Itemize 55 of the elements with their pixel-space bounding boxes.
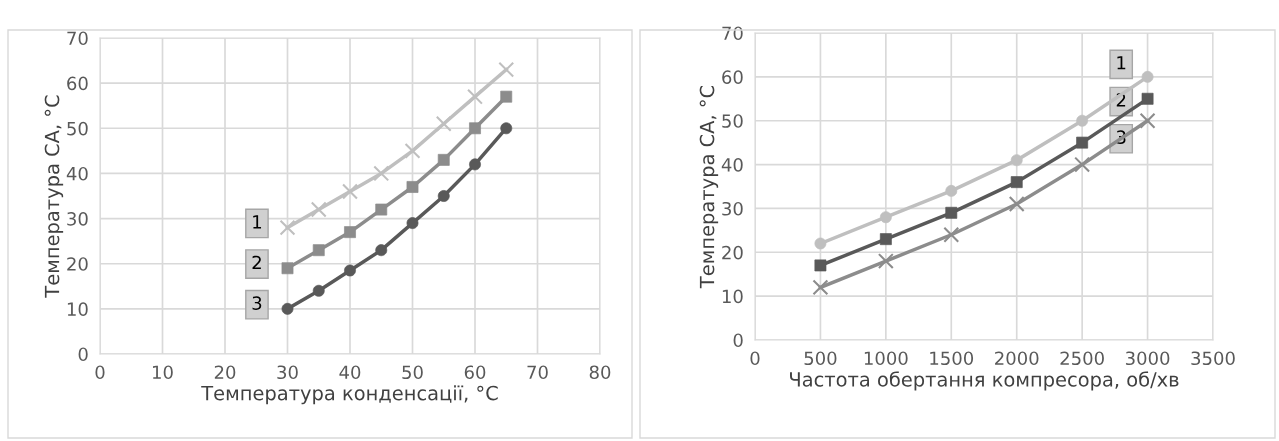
x-axis-title: Частота обертання компресора, об/хв [790,371,1179,391]
y-tick-label: 0 [733,333,743,348]
y-axis-title: Температура СА, °C [699,85,719,289]
y-tick-label: 50 [722,114,743,128]
x-tick-label: 70 [527,365,548,380]
point [1139,112,1156,129]
x-tick-label: 60 [464,365,486,380]
point [943,226,960,243]
x-tick-label: 80 [589,365,611,380]
point [467,88,483,105]
x-tick-label: 50 [402,365,423,380]
y-tick-label: 30 [67,212,88,226]
series-label: 1 [253,215,262,229]
x-tick-label: 1000 [864,351,908,366]
point [310,201,327,218]
x-tick-label: 30 [277,365,298,380]
x-tick-label: 2000 [995,351,1039,366]
point [812,279,829,296]
point [342,183,358,200]
point [373,165,390,182]
series-label: 3 [252,296,262,310]
y-tick-label: 70 [722,26,743,41]
x-tick-label: 0 [95,365,105,380]
y-tick-label: 20 [67,257,88,271]
x-tick-label: 500 [804,351,837,366]
point [435,115,452,132]
y-tick-label: 10 [722,289,743,304]
y-tick-label: 40 [66,166,88,181]
point [1008,196,1025,213]
point [279,219,296,236]
y-tick-label: 60 [722,70,743,84]
y-tick-label: 10 [67,302,88,316]
point [877,253,894,270]
x-tick-label: 20 [214,365,236,380]
x-axis-title: Температура конденсації, °C [201,385,498,405]
y-axis-title: Температура СА, °C [44,95,64,298]
y-tick-label: 30 [722,201,743,216]
x-tick-label: 0 [750,351,760,366]
series-label: 1 [1117,56,1126,70]
y-tick-label: 40 [721,158,743,172]
x-tick-label: 3500 [1191,351,1235,366]
point [404,142,421,159]
x-tick-label: 1500 [930,351,974,366]
y-tick-label: 50 [67,121,88,136]
point [344,226,356,239]
x-tick-label: 2500 [1060,351,1104,366]
x-tick-label: 10 [153,365,173,380]
y-tick-label: 20 [722,245,743,260]
point [498,61,515,78]
x-tick-label: 3000 [1125,351,1170,366]
point [1074,156,1091,173]
x-tick-label: 40 [339,365,361,380]
series-label: 2 [252,255,261,270]
y-tick-label: 70 [67,31,88,46]
y-tick-label: 60 [67,76,88,91]
